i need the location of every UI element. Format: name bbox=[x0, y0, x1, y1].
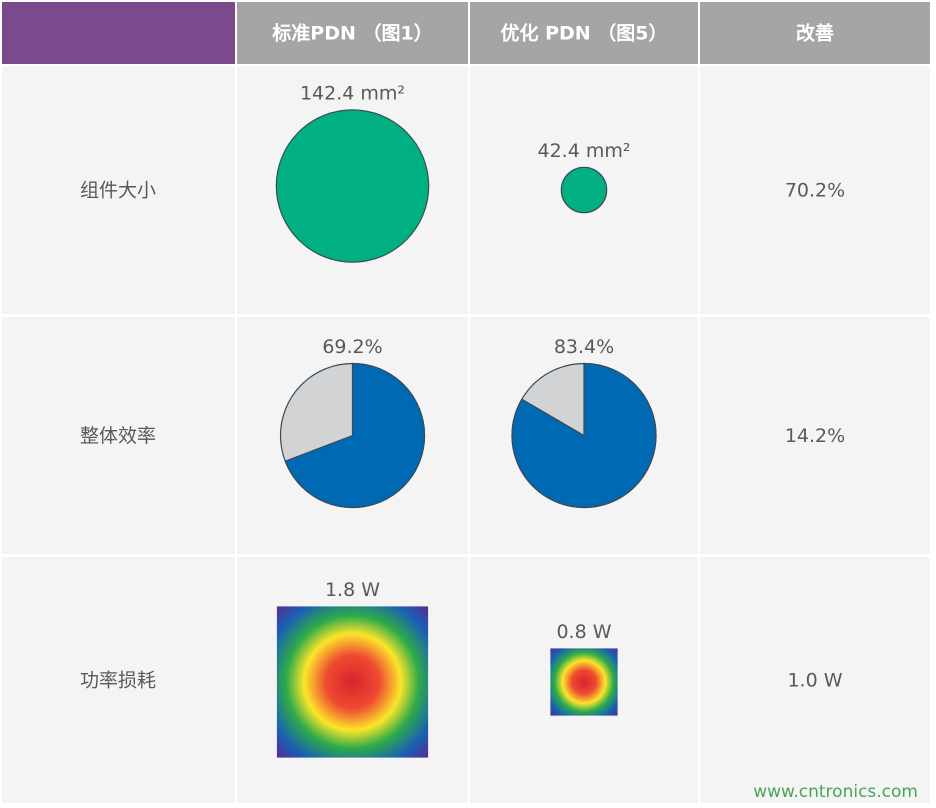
cell bbox=[2, 317, 235, 554]
header-cell bbox=[2, 2, 235, 64]
heat-square bbox=[550, 648, 618, 716]
cell bbox=[700, 557, 930, 803]
header-cell bbox=[237, 2, 468, 64]
pie-slice bbox=[511, 362, 657, 509]
value-label: 42.4 mm² bbox=[538, 140, 631, 162]
value-label: 83.4% bbox=[554, 336, 614, 358]
heat-square bbox=[276, 606, 429, 758]
value-label: 69.2% bbox=[322, 336, 382, 358]
cell bbox=[700, 317, 930, 554]
pie-slice bbox=[284, 362, 426, 509]
header-cell bbox=[700, 2, 930, 64]
cell bbox=[700, 66, 930, 314]
area-circle bbox=[275, 109, 430, 263]
area-circle bbox=[560, 166, 608, 214]
improvement: 1.0 W bbox=[787, 670, 842, 692]
value-label: 1.8 W bbox=[325, 579, 380, 601]
improvement: 14.2% bbox=[785, 425, 845, 447]
header-cell bbox=[470, 2, 698, 64]
row-label: 整体效率 bbox=[80, 425, 156, 447]
header-text: 优化 PDN （图5） bbox=[500, 22, 667, 45]
watermark: www.cntronics.com bbox=[753, 782, 918, 802]
cell bbox=[2, 66, 235, 314]
row-label: 组件大小 bbox=[80, 180, 156, 202]
value-label: 0.8 W bbox=[556, 621, 611, 643]
header-text: 标准PDN （图1） bbox=[272, 22, 432, 45]
improvement: 70.2% bbox=[785, 180, 845, 202]
row-label: 功率损耗 bbox=[80, 670, 156, 692]
value-label: 142.4 mm² bbox=[300, 82, 405, 104]
header-text: 改善 bbox=[796, 22, 834, 45]
cell bbox=[2, 557, 235, 803]
